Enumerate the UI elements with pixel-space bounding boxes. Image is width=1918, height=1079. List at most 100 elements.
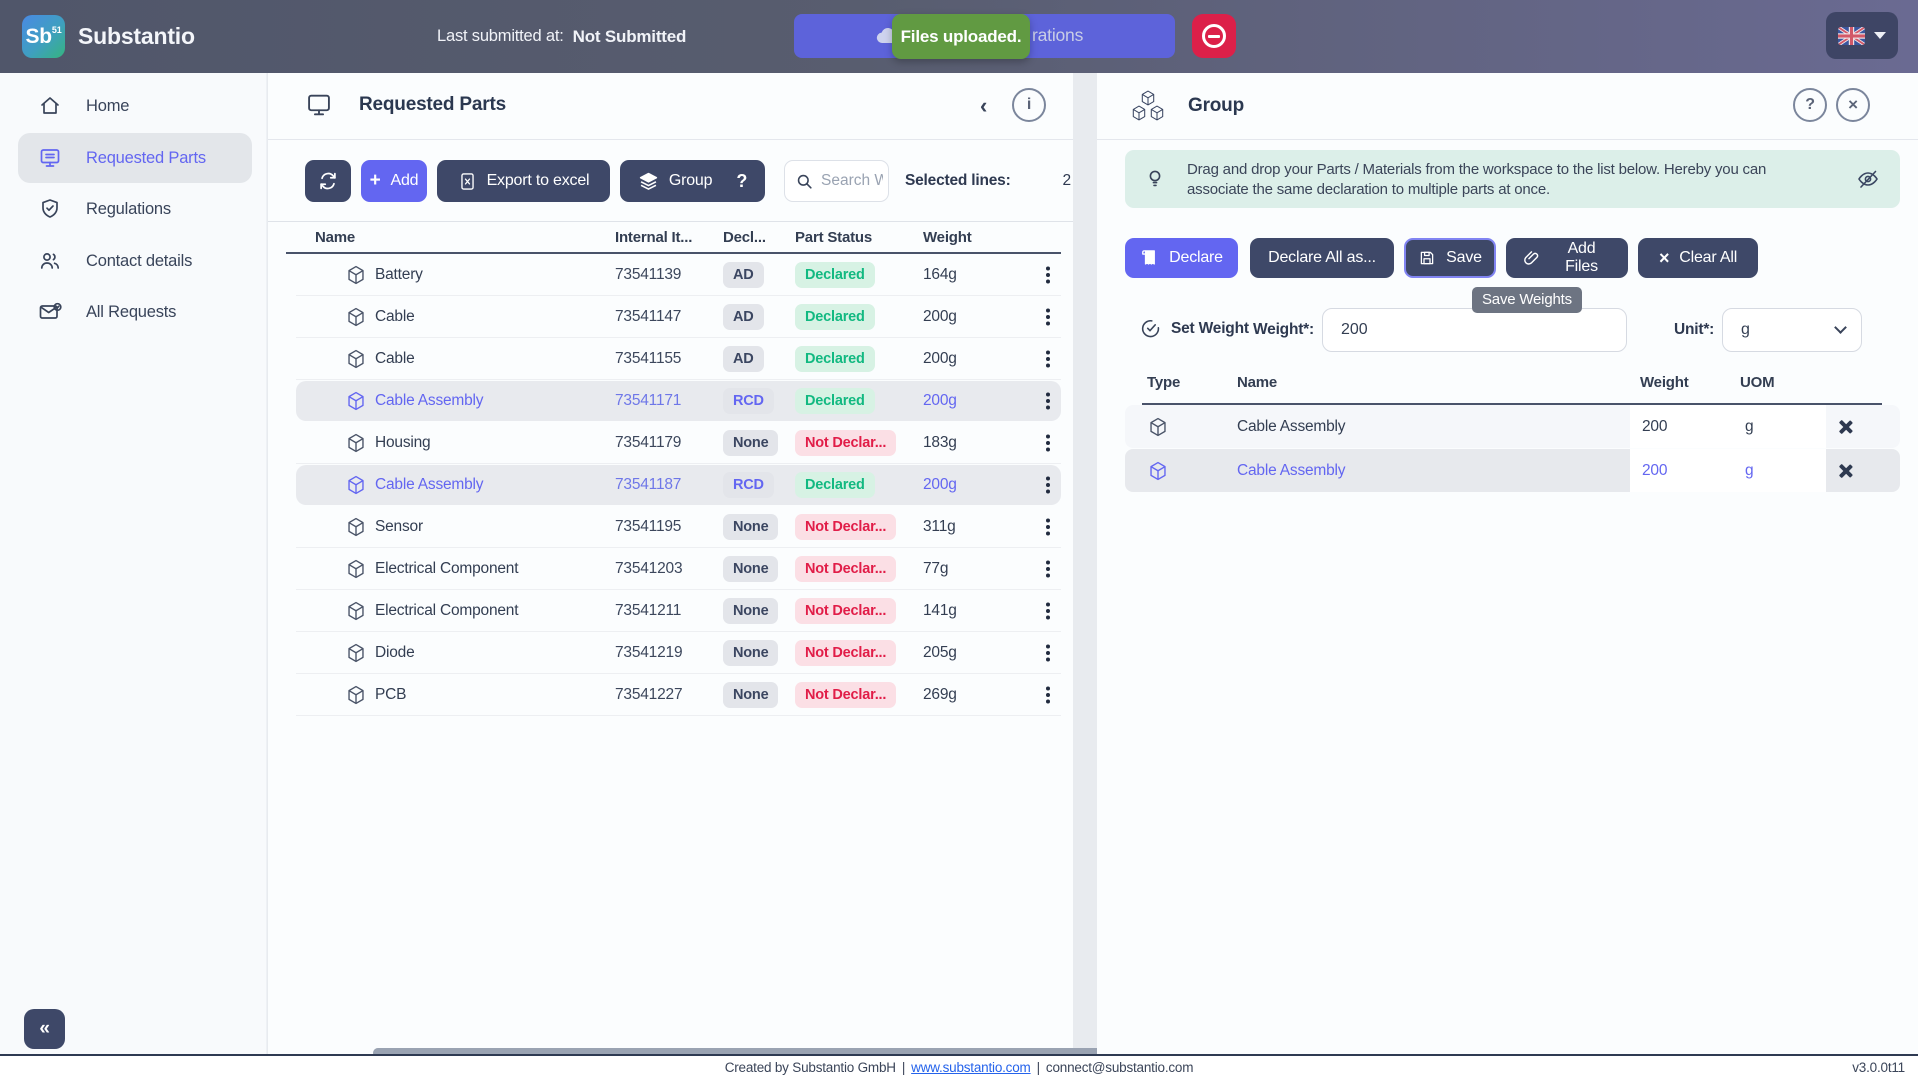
table-row[interactable]: Sensor 73541195 None Not Declar... 311g (268, 506, 1073, 548)
declaration-badge: None (723, 598, 778, 624)
column-internal-item[interactable]: Internal It... (615, 229, 692, 246)
table-row[interactable]: Electrical Component 73541211 None Not D… (268, 590, 1073, 632)
weight-cell[interactable]: 200 (1642, 405, 1667, 448)
save-button[interactable]: Save (1404, 238, 1496, 278)
sidebar-item-home[interactable]: Home (18, 81, 252, 131)
group-table-row[interactable]: Cable Assembly 200 g (1125, 405, 1900, 448)
column-weight: Weight (1640, 374, 1689, 391)
group-help-icon[interactable]: ? (736, 171, 747, 192)
help-icon[interactable]: ? (1793, 88, 1827, 122)
group-table-row[interactable]: Cable Assembly 200 g (1125, 449, 1900, 492)
group-button[interactable]: Group ? (620, 160, 765, 202)
clear-all-button[interactable]: × Clear All (1638, 238, 1758, 278)
language-selector[interactable] (1826, 12, 1898, 59)
row-menu-button[interactable] (1033, 506, 1063, 548)
add-files-button[interactable]: Add Files (1506, 238, 1628, 278)
group-panel: Group ? × Drag and drop your Parts / Mat… (1097, 73, 1918, 1054)
column-name[interactable]: Name (315, 229, 355, 246)
table-row[interactable]: Cable Assembly 73541171 RCD Declared 200… (268, 380, 1073, 422)
column-weight[interactable]: Weight (923, 229, 972, 246)
weight-cell[interactable]: 200 (1642, 449, 1667, 492)
remove-row-button[interactable] (1825, 449, 1865, 492)
column-declaration[interactable]: Decl... (723, 229, 766, 246)
table-row[interactable]: Battery 73541139 AD Declared 164g (268, 254, 1073, 296)
info-icon[interactable]: i (1012, 88, 1046, 122)
status-cell: Declared (795, 380, 875, 422)
internal-item-number: 73541211 (615, 590, 681, 632)
search-input[interactable] (821, 172, 883, 190)
part-weight: 311g (923, 506, 956, 548)
table-row[interactable]: Cable Assembly 73541187 RCD Declared 200… (268, 464, 1073, 506)
row-menu-button[interactable] (1033, 254, 1063, 296)
column-type: Type (1147, 374, 1180, 391)
declare-button[interactable]: Declare (1125, 238, 1238, 278)
refresh-button[interactable] (305, 160, 351, 202)
export-to-excel-button[interactable]: Export to excel (437, 160, 610, 202)
sidebar-item-requested-parts[interactable]: Requested Parts (18, 133, 252, 183)
sidebar-item-contact-details[interactable]: Contact details (18, 236, 252, 286)
collapse-panel-chevron[interactable]: ‹ (980, 95, 987, 117)
save-icon (1418, 249, 1436, 267)
table-row[interactable]: Cable 73541147 AD Declared 200g (268, 296, 1073, 338)
internal-item-number: 73541139 (615, 254, 681, 296)
kebab-icon (1046, 273, 1050, 277)
part-name: Sensor (375, 506, 423, 548)
search-box[interactable] (784, 160, 889, 202)
group-table-header: Type Name Weight UOM (1097, 370, 1918, 403)
row-menu-button[interactable] (1033, 296, 1063, 338)
paperclip-icon (1522, 249, 1541, 268)
status-cell: Not Declar... (795, 632, 896, 674)
part-weight: 205g (923, 632, 957, 674)
set-weight-label: Set Weight (1140, 318, 1249, 339)
submit-declarations-label: rations (1032, 25, 1083, 46)
unit-select[interactable]: g (1722, 308, 1862, 352)
kebab-icon (1046, 651, 1050, 655)
footer-website-link[interactable]: www.substantio.com (911, 1060, 1030, 1075)
declaration-badge: None (723, 514, 778, 540)
column-part-status[interactable]: Part Status (795, 229, 872, 246)
column-uom: UOM (1740, 374, 1774, 391)
part-name: Cable (375, 338, 415, 380)
close-icon[interactable]: × (1836, 88, 1870, 122)
table-row[interactable]: Diode 73541219 None Not Declar... 205g (268, 632, 1073, 674)
row-menu-button[interactable] (1033, 590, 1063, 632)
part-weight: 200g (923, 296, 957, 338)
table-row[interactable]: Cable 73541155 AD Declared 200g (268, 338, 1073, 380)
part-weight: 269g (923, 674, 957, 716)
x-icon: × (1659, 248, 1669, 269)
part-name: Cable Assembly (375, 464, 483, 506)
stop-button[interactable] (1192, 14, 1236, 58)
group-panel-header: Group ? × (1097, 73, 1918, 140)
uom-cell[interactable]: g (1745, 405, 1753, 448)
sidebar-collapse-button[interactable]: « (24, 1009, 65, 1049)
uom-cell[interactable]: g (1745, 449, 1753, 492)
sidebar-item-all-requests[interactable]: All Requests (18, 287, 252, 337)
status-cell: Not Declar... (795, 506, 896, 548)
row-menu-button[interactable] (1033, 380, 1063, 422)
table-row[interactable]: Electrical Component 73541203 None Not D… (268, 548, 1073, 590)
row-menu-button[interactable] (1033, 464, 1063, 506)
table-row[interactable]: PCB 73541227 None Not Declar... 269g (268, 674, 1073, 716)
declaration-cell: AD (723, 254, 764, 296)
row-menu-button[interactable] (1033, 338, 1063, 380)
add-button[interactable]: + Add (361, 160, 427, 202)
users-icon (38, 249, 62, 273)
home-icon (38, 94, 62, 118)
part-name: Battery (375, 254, 423, 296)
row-menu-button[interactable] (1033, 422, 1063, 464)
row-menu-button[interactable] (1033, 548, 1063, 590)
declare-all-as-button[interactable]: Declare All as... (1250, 238, 1394, 278)
table-row[interactable]: Housing 73541179 None Not Declar... 183g (268, 422, 1073, 464)
eye-off-icon[interactable] (1856, 167, 1880, 191)
row-menu-button[interactable] (1033, 632, 1063, 674)
sidebar-item-label: All Requests (86, 303, 176, 322)
part-name: Cable (375, 296, 415, 338)
minus-circle-icon (1202, 24, 1226, 48)
sidebar-item-label: Regulations (86, 200, 171, 219)
part-weight: 200g (923, 338, 957, 380)
panel-title: Group (1188, 95, 1244, 117)
remove-row-button[interactable] (1825, 405, 1865, 448)
weight-input[interactable] (1322, 308, 1627, 352)
sidebar-item-regulations[interactable]: Regulations (18, 184, 252, 234)
row-menu-button[interactable] (1033, 674, 1063, 716)
